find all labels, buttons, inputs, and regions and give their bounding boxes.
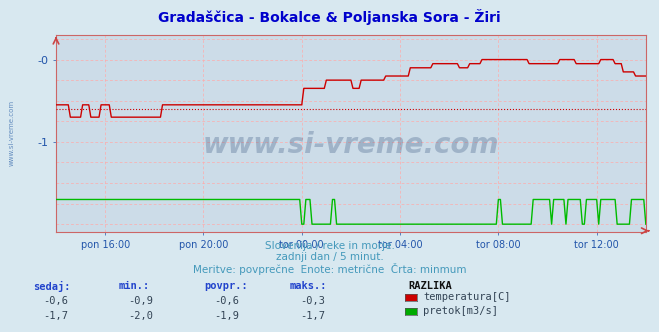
Text: zadnji dan / 5 minut.: zadnji dan / 5 minut. — [275, 252, 384, 262]
Text: pretok[m3/s]: pretok[m3/s] — [423, 306, 498, 316]
Text: sedaj:: sedaj: — [33, 281, 71, 291]
Text: povpr.:: povpr.: — [204, 281, 248, 290]
Text: Slovenija / reke in morje.: Slovenija / reke in morje. — [264, 241, 395, 251]
Text: RAZLIKA: RAZLIKA — [409, 281, 452, 290]
Text: temperatura[C]: temperatura[C] — [423, 292, 511, 302]
Text: -0,6: -0,6 — [43, 296, 68, 306]
Text: www.si-vreme.com: www.si-vreme.com — [9, 100, 14, 166]
Text: -2,0: -2,0 — [129, 311, 154, 321]
Text: -0,6: -0,6 — [214, 296, 239, 306]
Text: maks.:: maks.: — [290, 281, 328, 290]
Text: min.:: min.: — [119, 281, 150, 290]
Text: -1,9: -1,9 — [214, 311, 239, 321]
Text: -0,9: -0,9 — [129, 296, 154, 306]
Text: Meritve: povprečne  Enote: metrične  Črta: minmum: Meritve: povprečne Enote: metrične Črta:… — [192, 263, 467, 275]
Text: -0,3: -0,3 — [300, 296, 325, 306]
Text: Gradaščica - Bokalce & Poljanska Sora - Žiri: Gradaščica - Bokalce & Poljanska Sora - … — [158, 9, 501, 25]
Text: -1,7: -1,7 — [300, 311, 325, 321]
Text: -1,7: -1,7 — [43, 311, 68, 321]
Text: www.si-vreme.com: www.si-vreme.com — [203, 131, 499, 159]
